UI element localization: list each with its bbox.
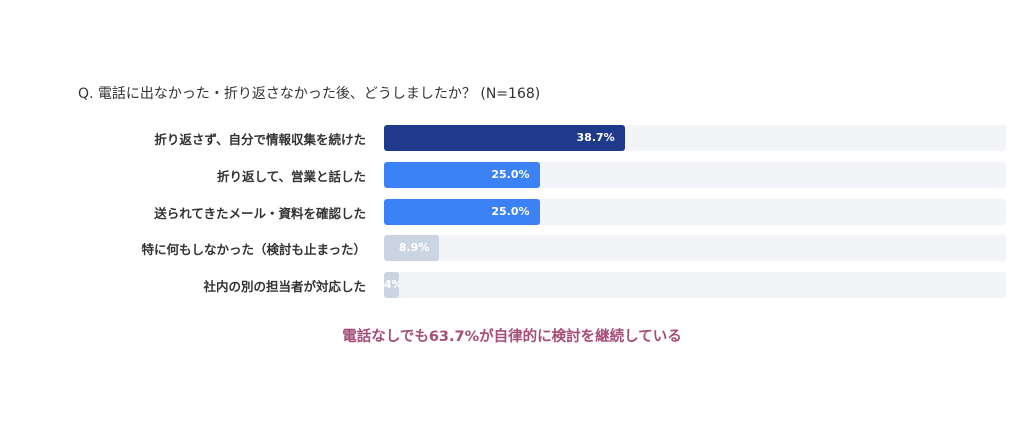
- bar: 38.7%: [384, 125, 625, 151]
- bar-row: 特に何もしなかった（検討も止まった） 8.9%: [0, 235, 1024, 262]
- category-label: 社内の別の担当者が対応した: [203, 279, 366, 295]
- bar: 25.0%: [384, 198, 540, 225]
- value-label: 25.0%: [491, 204, 530, 218]
- bar-row: 社内の別の担当者が対応した 2.4%: [0, 272, 1024, 299]
- bar-row: 折り返して、営業と話した 25.0%: [0, 161, 1024, 188]
- bar-track: 25.0%: [384, 161, 1006, 188]
- category-label: 折り返さず、自分で情報収集を続けた: [154, 132, 366, 147]
- bar: 25.0%: [384, 161, 540, 188]
- value-label: 8.9%: [398, 241, 430, 255]
- category-label: 折り返して、営業と話した: [216, 168, 366, 184]
- value-label: 38.7%: [576, 131, 615, 144]
- category-label: 特に何もしなかった（検討も止まった）: [141, 242, 366, 258]
- bar-track: 8.9%: [384, 235, 1006, 262]
- bar-track: 2.4%: [384, 272, 1006, 299]
- bar-row: 折り返さず、自分で情報収集を続けた 38.7%: [0, 125, 1024, 151]
- chart-title: Q. 電話に出なかった・折り返さなかった後、どうしましたか？ (N=168): [78, 86, 541, 102]
- bar-row: 送られてきたメール・資料を確認した 25.0%: [0, 198, 1024, 225]
- category-label: 送られてきたメール・資料を確認した: [154, 205, 366, 221]
- bar-track: 25.0%: [384, 198, 1006, 225]
- bar: 2.4%: [384, 272, 399, 299]
- value-label: 2.4%: [384, 278, 399, 292]
- value-label: 25.0%: [491, 167, 530, 181]
- chart-annotation: 電話なしでも63.7%が自律的に検討を継続している: [342, 329, 682, 345]
- bar-track: 38.7%: [384, 125, 1006, 151]
- bar: 8.9%: [384, 235, 440, 262]
